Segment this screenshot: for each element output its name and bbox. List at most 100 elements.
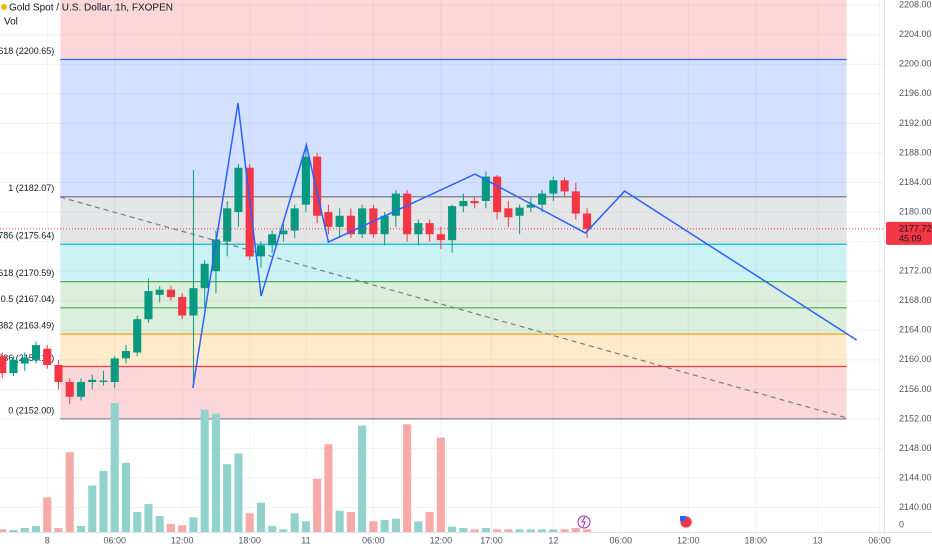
volume-bar: [54, 528, 63, 532]
volume-bar: [583, 529, 592, 532]
candle-body: [20, 357, 29, 364]
fib-level-label: 0.618 (2170.59): [0, 268, 54, 278]
volume-bar: [166, 524, 176, 532]
x-tick-label: 12: [548, 535, 558, 545]
candle-body: [391, 193, 400, 216]
fib-level-label: 0.786 (2175.64): [0, 231, 54, 241]
candle-body: [493, 176, 502, 213]
fib-level-label: 0 (2152.00): [8, 405, 54, 415]
volume-bar: [448, 526, 457, 532]
fib-band: [60, 59, 847, 197]
chart-title: Gold Spot / U.S. Dollar, 1h, FXOPEN: [9, 3, 173, 14]
candle-body: [481, 176, 490, 201]
candle-body: [313, 156, 322, 216]
candle-body: [515, 207, 524, 216]
candle-body: [223, 208, 232, 242]
x-tick-label: 06:00: [610, 535, 633, 545]
volume-bar: [189, 517, 198, 532]
zigzag-line: [192, 103, 857, 389]
candle-body: [155, 289, 164, 295]
symbol-icon: [1, 4, 7, 10]
volume-bar: [121, 462, 131, 532]
volume-bar: [234, 453, 243, 532]
y-tick-label: 2180.00: [899, 206, 932, 216]
candle-body: [279, 230, 288, 235]
price-tag-value: 2177.72: [899, 223, 932, 233]
volume-label: Vol: [4, 17, 18, 28]
y-tick-label: 2148.00: [899, 443, 932, 453]
x-tick-label: 18:00: [745, 535, 768, 545]
volume-bar: [369, 521, 378, 532]
candle-body: [144, 291, 153, 320]
volume-bar: [144, 504, 153, 532]
volume-bar: [391, 518, 400, 532]
volume-bar: [256, 502, 265, 532]
x-tick-label: 06:00: [868, 535, 891, 545]
candle-body: [99, 380, 108, 383]
volume-bar: [313, 478, 322, 532]
candle-body: [31, 345, 41, 360]
volume-bar: [358, 425, 367, 532]
volume-bar: [526, 529, 535, 532]
flag-canton: [680, 516, 686, 521]
candle-body: [54, 365, 63, 383]
y-tick-label: 2200.00: [899, 59, 932, 69]
volume-bar: [178, 525, 187, 532]
fib-level-label: 1 (2182.07): [8, 183, 54, 193]
candle-body: [189, 288, 198, 316]
candle-body: [436, 234, 445, 241]
candle-body: [178, 297, 187, 316]
candle-body: [526, 204, 535, 208]
volume-bar: [504, 529, 513, 532]
volume-bar: [31, 526, 41, 532]
candle-body: [538, 193, 547, 205]
volume-bar: [403, 424, 412, 532]
candle-body: [301, 156, 310, 205]
fib-band: [60, 366, 847, 419]
y-tick-label: 2204.00: [899, 29, 932, 39]
candle-body: [166, 289, 176, 298]
volume-bar: [211, 413, 220, 532]
volume-bar: [155, 516, 164, 532]
y-tick-label: 2156.00: [899, 384, 932, 394]
x-tick-label: 12:00: [677, 535, 700, 545]
x-tick-label: 17:00: [480, 535, 503, 545]
volume-bar: [481, 528, 490, 532]
y-tick-label: 2144.00: [899, 472, 932, 482]
fib-band: [60, 334, 847, 367]
y-tick-label: 2140.00: [899, 502, 932, 512]
volume-bar: [538, 529, 547, 532]
candle-body: [268, 234, 277, 246]
volume-bar: [0, 529, 7, 532]
volume-bar: [436, 437, 445, 532]
x-tick-label: 06:00: [362, 535, 385, 545]
candle-body: [380, 215, 389, 235]
volume-bar: [99, 470, 108, 532]
candle-body: [88, 379, 97, 383]
volume-bar: [9, 530, 18, 532]
volume-bar: [200, 409, 209, 532]
candle-body: [9, 359, 18, 374]
volume-bar: [425, 512, 434, 532]
candle-body: [504, 208, 513, 218]
candle-body: [65, 382, 74, 397]
candle-body: [200, 263, 209, 289]
fib-band: [60, 0, 847, 60]
candle-body: [335, 215, 344, 227]
candle-body: [549, 180, 558, 194]
candle-body: [560, 180, 569, 192]
volume-bar: [459, 528, 468, 532]
fib-level-label: 0.382 (2163.49): [0, 320, 54, 330]
volume-bar: [268, 526, 277, 532]
volume-bar: [110, 402, 119, 532]
volume-bar: [324, 444, 333, 532]
y-tick-label: 2152.00: [899, 413, 932, 423]
volume-bar: [346, 512, 355, 532]
candle-body: [245, 167, 254, 257]
volume-bar: [20, 528, 29, 532]
candle-body: [414, 223, 423, 235]
volume-bar: [549, 529, 558, 532]
y-tick-label: 2164.00: [899, 325, 932, 335]
